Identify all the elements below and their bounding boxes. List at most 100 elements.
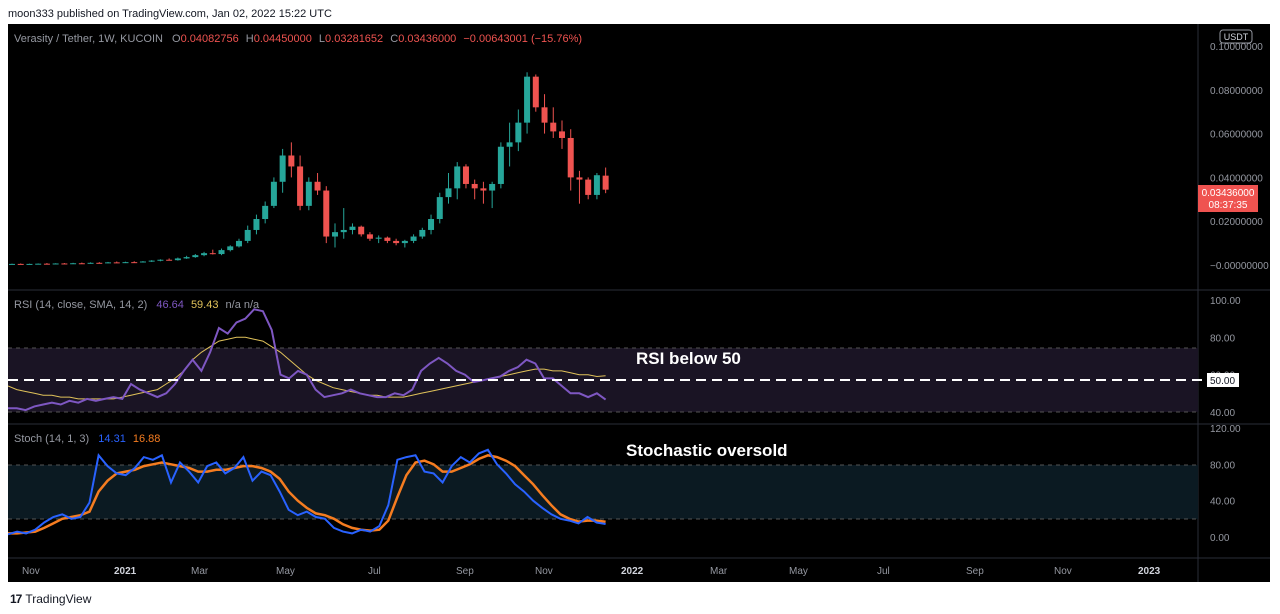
footer-brand[interactable]: TradingView [25,592,92,606]
symbol-label: Verasity / Tether, 1W, KUCOIN [14,33,163,45]
stoch-legend: Stoch (14, 1, 3) 14.31 16.88 [14,433,160,445]
candle-body [445,188,452,198]
candle-body [358,226,365,235]
candle-body [497,146,504,184]
currency-badge[interactable] [1219,29,1253,44]
time-axis-tick: Nov [1054,566,1072,577]
candle-body [506,142,513,147]
price-axis-tick: 0.06000000 [1210,130,1263,141]
time-axis-tick: Nov [22,566,40,577]
time-axis-tick: Mar [191,566,209,577]
stoch-d-line [8,454,606,535]
candle-body [288,155,295,167]
low-value: 0.03281652 [325,33,383,45]
stoch-axis-tick: 40.00 [1210,497,1235,508]
price-axis-tick: 0.02000000 [1210,217,1263,228]
candle-body [209,253,216,255]
candle-body [253,219,260,230]
rsi-legend: RSI (14, close, SMA, 14, 2) 46.64 59.43 … [14,299,260,311]
candle-body [454,166,461,189]
time-axis-tick: May [789,566,808,577]
candle-body [139,261,146,263]
candle-body [532,76,539,108]
candle-body [157,259,164,261]
time-axis-tick: Mar [710,566,728,577]
rsi-na: n/a n/a [226,299,261,311]
candle-body [113,262,120,264]
candle-body [366,234,373,239]
stoch-annotation: Stochastic oversold [626,441,788,460]
footer[interactable]: 17 TradingView [10,589,91,609]
time-axis-tick: 2023 [1138,566,1161,577]
stoch-d-value: 16.88 [133,433,161,445]
candle-body [26,263,33,265]
candle-body [148,260,155,262]
candlestick-series [9,72,609,265]
rsi-axis-tick: 100.00 [1210,296,1241,307]
candle-body [419,229,426,237]
candle-body [70,263,77,265]
candle-body [585,179,592,195]
close-value: 0.03436000 [398,33,456,45]
rsi-line [8,308,607,412]
candle-body [567,137,574,178]
candle-body [105,262,112,264]
publisher-line: moon333 published on TradingView.com, Ja… [8,8,332,20]
candle-body [428,219,435,230]
last-price-label: 0.03436000 [1202,188,1255,199]
candle-body [323,190,330,237]
candle-body [340,229,347,233]
currency-badge-label[interactable]: USDT [1224,32,1249,42]
time-axis-tick: Sep [966,566,984,577]
time-axis-tick: 2021 [114,566,137,577]
candle-body [52,263,59,265]
stoch-axis: 120.00 80.00 40.00 0.00 [1210,424,1241,544]
candle-body [550,122,557,132]
candle-body [192,255,199,258]
candle-body [558,131,565,138]
time-axis-tick: 2022 [621,566,644,577]
candle-body [436,197,443,220]
time-axis-tick: Sep [456,566,474,577]
candle-body [297,166,304,206]
candle-body [410,236,417,241]
price-axis-tick: −0.00000000 [1210,261,1269,272]
candle-body [462,166,469,184]
time-axis-tick: Jul [877,566,890,577]
rsi-axis-tick: 40.00 [1210,408,1235,419]
candle-body [279,155,286,182]
rsi-annotation: RSI below 50 [636,349,741,368]
candle-body [602,175,609,190]
candle-body [87,262,94,264]
rsi-ma-value: 59.43 [191,299,219,311]
candle-body [262,205,269,220]
stoch-k-value: 14.31 [98,433,126,445]
candle-body [375,237,382,239]
candle-body [384,237,391,241]
candle-body [235,240,242,247]
candle-body [593,175,600,195]
candle-body [393,240,400,244]
candle-body [9,263,15,265]
candle-body [524,76,531,123]
candle-body [314,181,321,191]
candle-body [96,262,103,264]
candle-body [471,183,478,189]
chart-canvas[interactable]: Verasity / Tether, 1W, KUCOIN O0.0408275… [7,24,1270,582]
rsi-50-tag [1207,373,1239,387]
time-axis-tick: May [276,566,295,577]
countdown-label: 08:37:35 [1209,200,1248,211]
stoch-axis-tick: 80.00 [1210,460,1235,471]
candle-body [201,253,208,256]
candle-body [349,226,356,230]
candle-body [174,258,181,261]
candle-body [270,181,277,206]
rsi-50-tag-label: 50.00 [1210,376,1235,387]
tradingview-logo-icon[interactable]: 17 [10,592,22,606]
candle-body [122,262,129,264]
candle-body [515,122,522,143]
chart-area[interactable]: Verasity / Tether, 1W, KUCOIN O0.0408275… [7,24,1270,582]
stoch-band [8,465,1198,519]
rsi-title: RSI (14, close, SMA, 14, 2) [14,299,147,311]
candle-body [480,188,487,191]
